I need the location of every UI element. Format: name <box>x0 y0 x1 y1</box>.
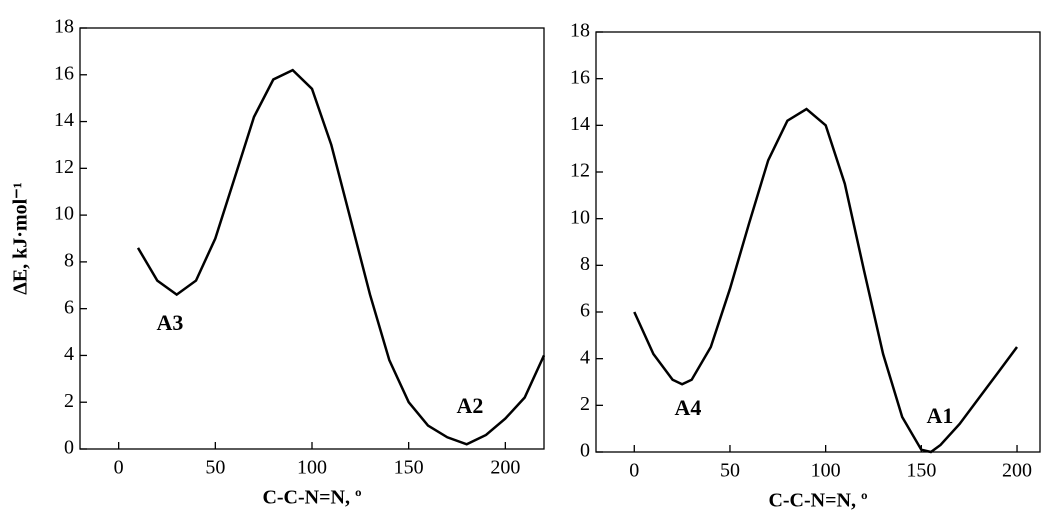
y-tick-label: 2 <box>64 390 74 412</box>
y-tick-label: 16 <box>570 66 590 88</box>
y-tick-label: 6 <box>64 296 74 318</box>
y-tick-label: 2 <box>580 393 590 415</box>
y-tick-label: 0 <box>64 437 74 459</box>
y-tick-label: 10 <box>570 206 590 228</box>
x-tick-label: 50 <box>205 457 225 479</box>
x-tick-label: 100 <box>811 460 841 482</box>
y-tick-label: 18 <box>54 16 74 38</box>
x-axis-label: C-C-N=N, º <box>768 490 867 512</box>
annotation: A1 <box>927 403 954 428</box>
curve <box>633 107 1019 454</box>
x-tick-label: 50 <box>720 460 740 482</box>
y-tick-label: 18 <box>570 20 590 42</box>
x-tick-label: 200 <box>490 457 520 479</box>
annotation: A4 <box>675 395 702 420</box>
y-tick-label: 4 <box>64 343 74 365</box>
x-tick-label: 100 <box>297 457 327 479</box>
x-tick-label: 200 <box>1002 460 1032 482</box>
y-tick-label: 4 <box>580 346 590 368</box>
y-axis-label: ΔE, kJ·mol⁻¹ <box>10 182 32 294</box>
x-tick-label: 0 <box>114 457 124 479</box>
annotation: A2 <box>457 393 484 418</box>
y-tick-label: 10 <box>54 203 74 225</box>
annotation: A3 <box>157 310 184 335</box>
y-tick-label: 6 <box>580 300 590 322</box>
x-tick-label: 150 <box>906 460 936 482</box>
y-tick-label: 16 <box>54 62 74 84</box>
x-tick-label: 150 <box>394 457 424 479</box>
y-tick-label: 0 <box>580 440 590 462</box>
x-tick-label: 0 <box>629 460 639 482</box>
curve <box>136 68 546 446</box>
plot-frame <box>595 31 1041 453</box>
y-tick-label: 14 <box>54 109 74 131</box>
y-tick-label: 12 <box>54 156 74 178</box>
y-tick-label: 12 <box>570 160 590 182</box>
y-tick-label: 8 <box>580 253 590 275</box>
y-tick-label: 14 <box>570 113 590 135</box>
x-axis-label: C-C-N=N, º <box>262 487 361 509</box>
y-tick-label: 8 <box>64 249 74 271</box>
